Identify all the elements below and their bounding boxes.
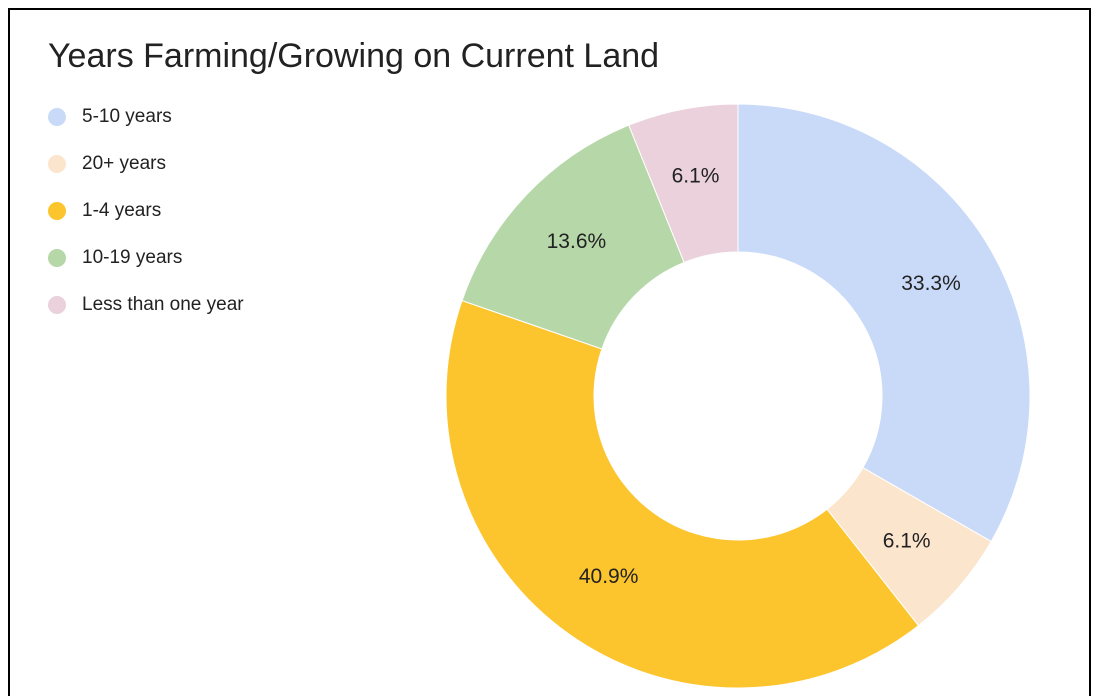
- data-label: 13.6%: [547, 230, 607, 253]
- legend-swatch: [48, 108, 66, 126]
- legend-swatch: [48, 202, 66, 220]
- legend-label: Less than one year: [82, 294, 244, 315]
- data-label: 6.1%: [672, 165, 720, 188]
- wedge: [737, 103, 1031, 543]
- legend-label: 5-10 years: [82, 106, 172, 127]
- legend-label: 10-19 years: [82, 247, 182, 268]
- legend-swatch: [48, 249, 66, 267]
- data-label: 6.1%: [883, 529, 931, 552]
- legend-label: 1-4 years: [82, 200, 161, 221]
- chart-title: Years Farming/Growing on Current Land: [48, 37, 659, 75]
- legend-label: 20+ years: [82, 153, 166, 174]
- data-label: 33.3%: [901, 272, 961, 295]
- legend-swatch: [48, 155, 66, 173]
- frame: [8, 8, 1091, 696]
- wedge: [461, 124, 685, 350]
- wedge: [445, 299, 920, 689]
- legend-swatch: [48, 296, 66, 314]
- wedge: [628, 103, 739, 264]
- data-label: 40.9%: [579, 565, 639, 588]
